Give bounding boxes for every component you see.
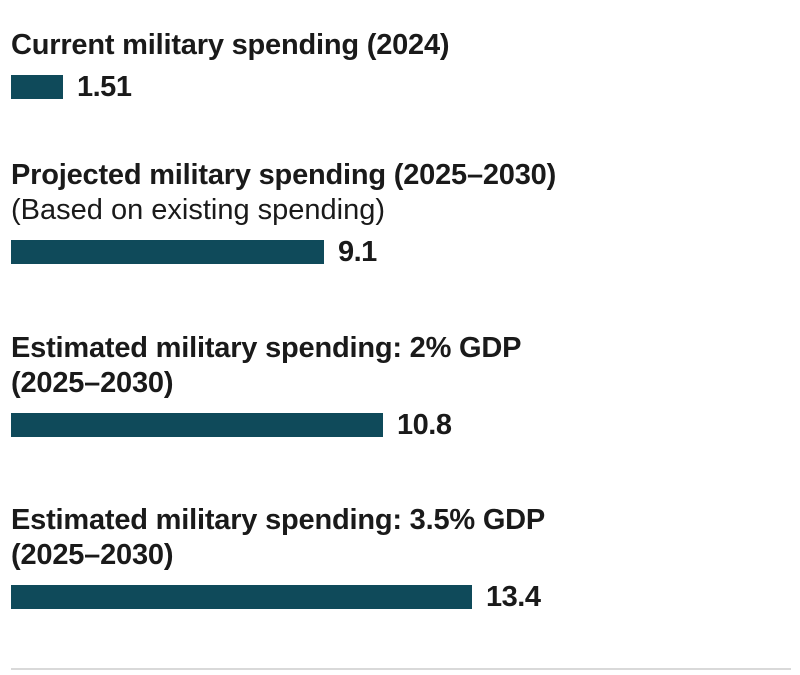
bar xyxy=(11,585,472,609)
bar-group-1: Current military spending (2024) 1.51 xyxy=(11,28,791,105)
category-label: Projected military spending (2025–2030) xyxy=(11,159,557,191)
category-label: Estimated military spending: 3.5% GDP xyxy=(11,504,546,536)
bar-row: 13.4 xyxy=(11,579,791,615)
category-label: Current military spending (2024) xyxy=(11,29,450,61)
bar-group-4: Estimated military spending: 3.5% GDP (20… xyxy=(11,503,791,615)
value-label: 1.51 xyxy=(77,71,132,103)
value-label: 10.8 xyxy=(397,409,452,441)
bar-row: 9.1 xyxy=(11,234,791,270)
bar-group-3: Estimated military spending: 2% GDP (2025… xyxy=(11,331,791,443)
category-label: (2025–2030) xyxy=(11,539,174,571)
bar-group-2: Projected military spending (2025–2030)(… xyxy=(11,158,791,270)
bar-row: 1.51 xyxy=(11,69,791,105)
bar xyxy=(11,75,63,99)
category-label: Estimated military spending: 2% GDP xyxy=(11,332,522,364)
bar-row: 10.8 xyxy=(11,407,791,443)
bar xyxy=(11,413,383,437)
bottom-divider xyxy=(11,668,791,670)
value-label: 9.1 xyxy=(338,236,377,268)
category-label: (2025–2030) xyxy=(11,367,174,399)
bar xyxy=(11,240,324,264)
category-sublabel: (Based on existing spending) xyxy=(11,194,386,226)
value-label: 13.4 xyxy=(486,581,541,613)
